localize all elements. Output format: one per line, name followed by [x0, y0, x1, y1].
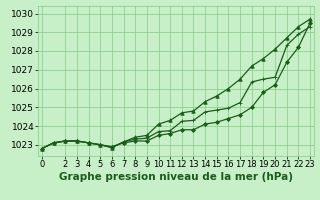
- X-axis label: Graphe pression niveau de la mer (hPa): Graphe pression niveau de la mer (hPa): [59, 172, 293, 182]
